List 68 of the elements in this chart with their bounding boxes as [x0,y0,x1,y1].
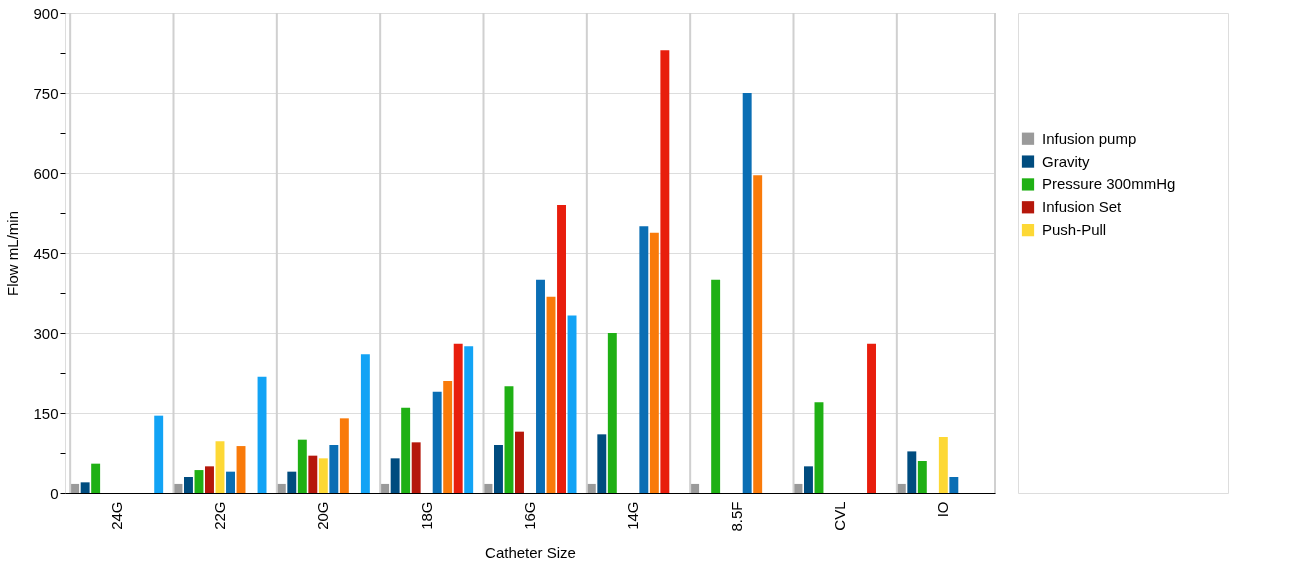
legend-label: Pressure 300mmHg [1042,175,1176,193]
x-tick-label: 14G [624,501,642,530]
y-tick-label: 0 [50,484,59,502]
y-tick-label: 300 [33,324,59,342]
bar [226,471,235,493]
bar [154,415,164,493]
bar [91,463,101,493]
bar [318,458,328,493]
bar [453,343,463,493]
bar [742,93,752,493]
bar [639,226,649,493]
bar [557,205,566,493]
bar [390,458,400,493]
bar [949,477,959,493]
x-tick-label: 24G [107,501,125,530]
legend-label: Infusion pump [1042,129,1137,147]
bar [329,445,339,493]
bar [360,354,370,493]
y-axis-title: Flow mL/min [4,210,22,297]
bar [257,376,267,493]
legend-label: Push-Pull [1042,221,1107,239]
y-tick-label: 600 [33,164,59,182]
bar [649,232,659,493]
bar [814,402,824,493]
bar [660,50,670,493]
bar [80,482,90,493]
bar [308,455,318,493]
x-tick-label: 22G [211,501,228,530]
x-axis-title: Catheter Size [485,543,576,561]
x-tick-label: 8.5F [727,501,745,532]
bar [411,442,421,493]
bar [236,446,246,493]
legend-label: Gravity [1042,152,1090,170]
bar [287,471,297,493]
bar [597,434,607,493]
bar [194,470,204,493]
bar [607,333,617,493]
legend-label: Infusion Set [1042,198,1123,216]
bar [753,175,763,493]
bar [401,407,411,493]
x-tick-label: 16G [521,501,538,530]
y-tick-label: 150 [33,404,59,422]
x-tick-label: 18G [417,501,435,530]
y-tick-label: 450 [33,244,59,262]
x-tick-label: 20G [314,501,332,530]
bar [504,386,514,493]
bar [184,477,193,493]
bar [443,381,453,493]
y-tick-label: 750 [33,84,59,102]
bar [917,461,927,493]
bar [339,418,349,493]
bar [464,346,474,493]
bar [804,466,813,493]
bar [567,315,577,493]
bar [907,451,917,493]
y-tick-label: 900 [33,4,59,22]
bar [432,391,442,493]
bar [536,279,545,493]
bar [205,466,214,493]
bar [938,437,948,493]
bar [867,343,876,493]
bar [494,445,503,493]
bar [215,441,225,493]
bar [297,439,307,493]
x-tick-label: CVL [831,501,848,531]
x-tick-label: IO [934,501,952,518]
bar [515,431,524,493]
bar [711,279,721,493]
